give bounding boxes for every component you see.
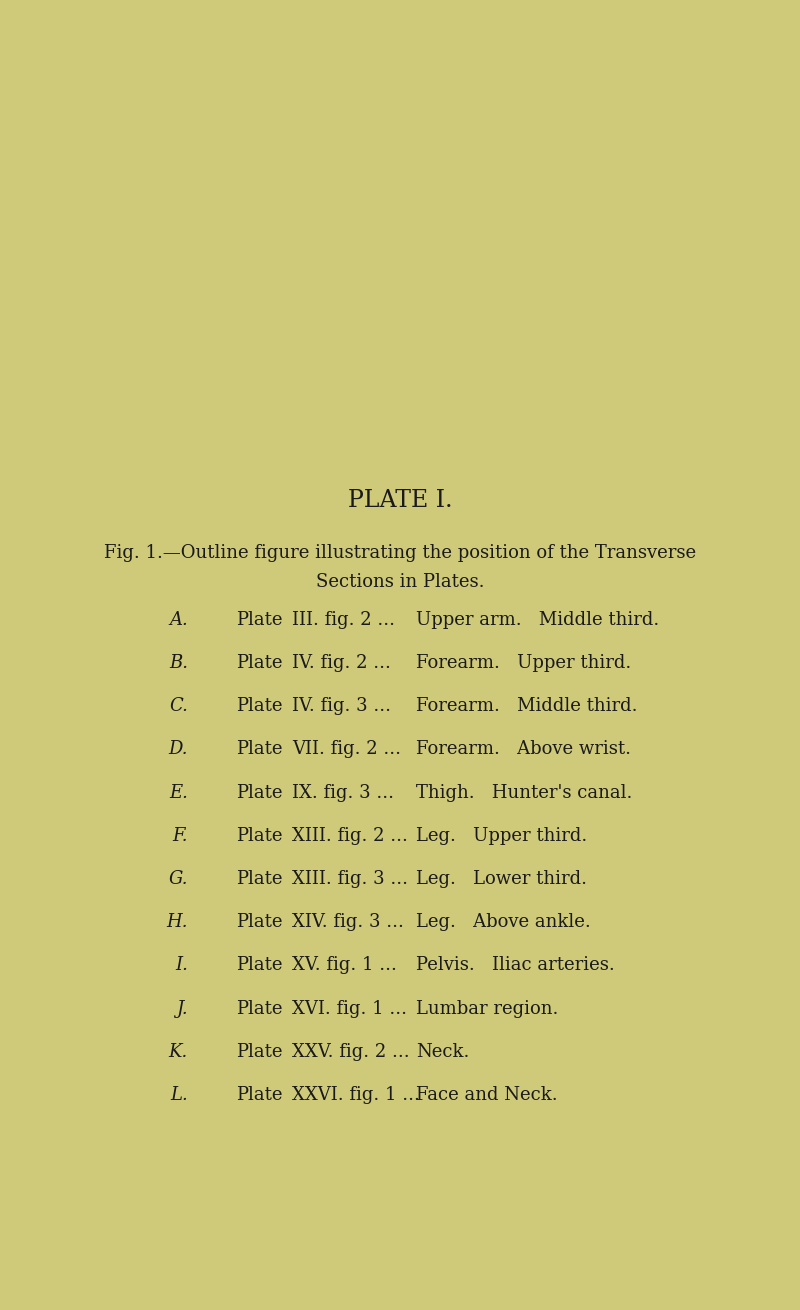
Text: Plate: Plate — [236, 827, 282, 845]
Text: L.: L. — [170, 1086, 188, 1104]
Text: XIV. fig. 3 ...: XIV. fig. 3 ... — [292, 913, 404, 931]
Text: G.: G. — [169, 870, 188, 888]
Text: I.: I. — [175, 956, 188, 975]
Text: Thigh.   Hunter's canal.: Thigh. Hunter's canal. — [416, 783, 632, 802]
Text: Plate: Plate — [236, 1000, 282, 1018]
Text: IX. fig. 3 ...: IX. fig. 3 ... — [292, 783, 394, 802]
Text: Forearm.   Middle third.: Forearm. Middle third. — [416, 697, 638, 715]
Text: E.: E. — [169, 783, 188, 802]
Text: A.: A. — [170, 610, 188, 629]
Text: Plate: Plate — [236, 913, 282, 931]
Text: Sections in Plates.: Sections in Plates. — [316, 572, 484, 591]
Text: PLATE I.: PLATE I. — [348, 489, 452, 512]
Text: IV. fig. 3 ...: IV. fig. 3 ... — [292, 697, 391, 715]
Text: J.: J. — [176, 1000, 188, 1018]
Text: Plate: Plate — [236, 697, 282, 715]
Text: Upper arm.   Middle third.: Upper arm. Middle third. — [416, 610, 659, 629]
Text: Forearm.   Upper third.: Forearm. Upper third. — [416, 654, 631, 672]
Text: Lumbar region.: Lumbar region. — [416, 1000, 558, 1018]
Text: Plate: Plate — [236, 1043, 282, 1061]
Text: III. fig. 2 ...: III. fig. 2 ... — [292, 610, 395, 629]
Text: Leg.   Above ankle.: Leg. Above ankle. — [416, 913, 590, 931]
Text: XV. fig. 1 ...: XV. fig. 1 ... — [292, 956, 397, 975]
Text: Plate: Plate — [236, 1086, 282, 1104]
Text: Plate: Plate — [236, 956, 282, 975]
Text: H.: H. — [166, 913, 188, 931]
Text: Forearm.   Above wrist.: Forearm. Above wrist. — [416, 740, 631, 758]
Text: D.: D. — [169, 740, 188, 758]
Text: Plate: Plate — [236, 740, 282, 758]
Text: Neck.: Neck. — [416, 1043, 470, 1061]
Text: XIII. fig. 2 ...: XIII. fig. 2 ... — [292, 827, 408, 845]
Text: Leg.   Upper third.: Leg. Upper third. — [416, 827, 587, 845]
Text: Leg.   Lower third.: Leg. Lower third. — [416, 870, 587, 888]
Text: Plate: Plate — [236, 654, 282, 672]
Text: Fig. 1.—Outline figure illustrating the position of the Transverse: Fig. 1.—Outline figure illustrating the … — [104, 544, 696, 562]
Text: K.: K. — [169, 1043, 188, 1061]
Text: Pelvis.   Iliac arteries.: Pelvis. Iliac arteries. — [416, 956, 614, 975]
Text: C.: C. — [169, 697, 188, 715]
Text: XVI. fig. 1 ...: XVI. fig. 1 ... — [292, 1000, 407, 1018]
Text: XXVI. fig. 1 ...: XXVI. fig. 1 ... — [292, 1086, 420, 1104]
Text: IV. fig. 2 ...: IV. fig. 2 ... — [292, 654, 391, 672]
Text: VII. fig. 2 ...: VII. fig. 2 ... — [292, 740, 401, 758]
Text: Plate: Plate — [236, 783, 282, 802]
Text: Plate: Plate — [236, 610, 282, 629]
Text: XIII. fig. 3 ...: XIII. fig. 3 ... — [292, 870, 408, 888]
Text: B.: B. — [169, 654, 188, 672]
Text: XXV. fig. 2 ...: XXV. fig. 2 ... — [292, 1043, 410, 1061]
Text: Face and Neck.: Face and Neck. — [416, 1086, 558, 1104]
Text: F.: F. — [173, 827, 188, 845]
Text: Plate: Plate — [236, 870, 282, 888]
